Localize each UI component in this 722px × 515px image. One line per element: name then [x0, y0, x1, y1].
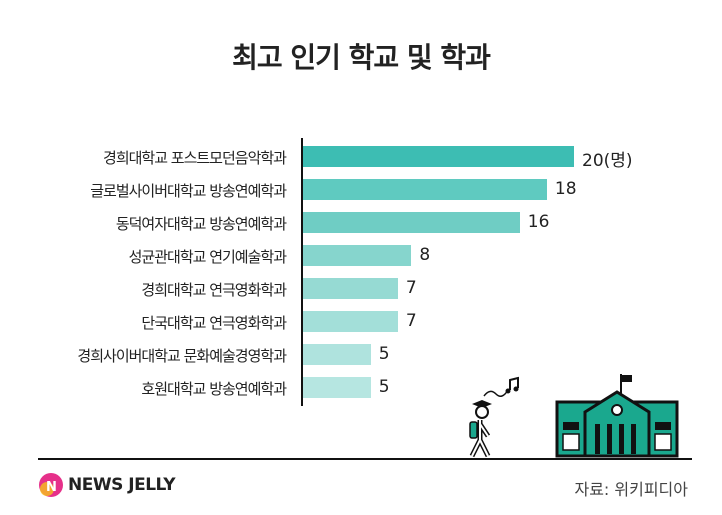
chart-title: 최고 인기 학교 및 학과 [232, 41, 491, 74]
value-label: 18 [554, 179, 577, 199]
bar [303, 245, 412, 266]
value-label: 7 [405, 278, 417, 298]
student-illustration [469, 376, 519, 458]
bar [303, 146, 574, 167]
category-label: 경희사이버대학교 문화예술경영학과 [77, 347, 287, 365]
value-label: 8 [419, 245, 431, 265]
category-label: 경희대학교 포스트모던음악학과 [103, 149, 287, 167]
bar [303, 212, 520, 233]
brand-name: NEWS JELLY [68, 475, 176, 495]
bar [303, 377, 371, 398]
news-jelly-logo: N NEWS JELLY [38, 472, 176, 498]
category-label: 성균관대학교 연기예술학과 [128, 248, 287, 266]
value-label: 5 [378, 344, 390, 364]
category-label: 경희대학교 연극영화학과 [141, 281, 287, 299]
svg-text:N: N [46, 480, 57, 495]
bar [303, 179, 547, 200]
school-building-illustration [555, 374, 679, 458]
bar [303, 278, 398, 299]
bar [303, 311, 398, 332]
bar [303, 344, 371, 365]
category-label: 단국대학교 연극영화학과 [141, 314, 287, 332]
category-label: 호원대학교 방송연예학과 [141, 380, 287, 398]
jelly-logo-icon: N [39, 473, 63, 497]
category-label: 글로벌사이버대학교 방송연예학과 [90, 182, 287, 200]
value-label: 7 [405, 311, 417, 331]
value-label: 20(명) [582, 151, 633, 171]
source-note: 자료: 위키피디아 [574, 480, 688, 499]
category-label: 동덕여자대학교 방송연예학과 [115, 215, 287, 233]
ground-line [38, 458, 692, 460]
y-axis-line [301, 138, 303, 406]
value-label: 5 [378, 377, 390, 397]
value-label: 16 [527, 212, 550, 232]
